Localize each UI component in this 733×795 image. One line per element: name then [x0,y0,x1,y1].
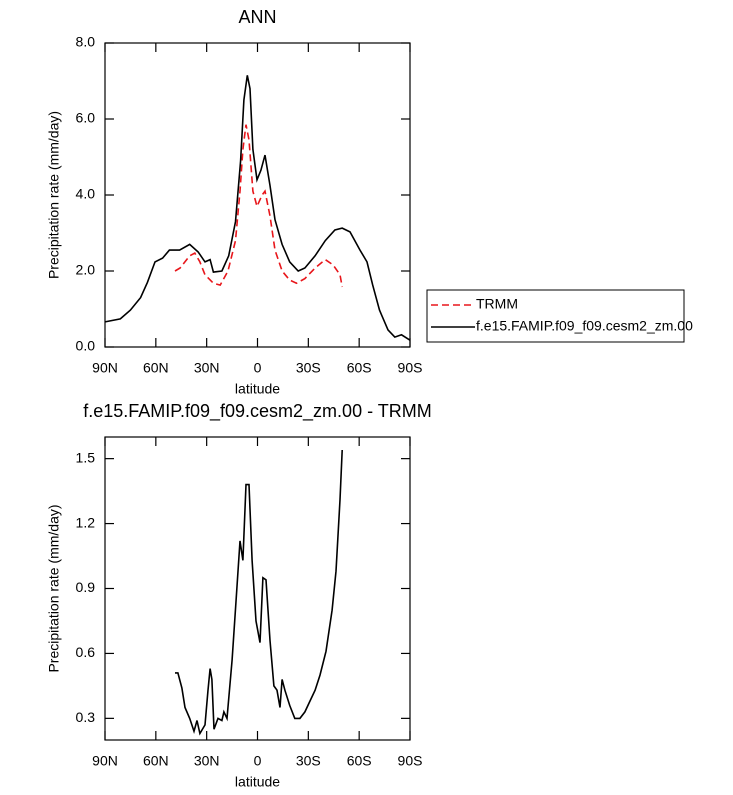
x-tick-label: 90N [92,360,118,376]
y-tick-label: 1.5 [76,449,96,465]
y-tick-label: 0.9 [76,579,96,595]
x-tick-label: 30S [296,753,321,769]
y-tick-label: 0.3 [76,709,96,725]
chart-title: f.e15.FAMIP.f09_f09.cesm2_zm.00 - TRMM [83,401,431,422]
data-line [104,75,411,341]
x-tick-label: 30N [194,753,220,769]
x-axis-label: latitude [235,774,280,790]
x-tick-label: 90S [398,753,423,769]
legend-label: TRMM [476,296,518,312]
x-tick-label: 60N [143,753,169,769]
data-line [174,124,343,288]
y-tick-label: 1.2 [76,514,96,530]
x-tick-label: 90S [398,360,423,376]
y-axis-label: Precipitation rate (mm/day) [46,111,62,279]
x-tick-label: 0 [254,360,262,376]
data-line [175,449,343,736]
x-tick-label: 60S [347,753,372,769]
x-tick-label: 30N [194,360,220,376]
plot-frame [104,42,411,348]
y-tick-label: 2.0 [76,262,96,278]
y-tick-label: 4.0 [76,186,96,202]
x-tick-label: 30S [296,360,321,376]
x-tick-label: 0 [254,753,262,769]
y-axis-label: Precipitation rate (mm/day) [46,504,62,672]
x-tick-label: 90N [92,753,118,769]
y-tick-label: 0.6 [76,644,96,660]
x-tick-label: 60N [143,360,169,376]
y-tick-label: 0.0 [76,338,96,354]
y-tick-label: 8.0 [76,34,96,50]
y-tick-label: 6.0 [76,110,96,126]
chart-title: ANN [238,7,276,27]
x-tick-label: 60S [347,360,372,376]
legend-box [426,289,685,343]
plot-frame [104,436,411,741]
x-axis-label: latitude [235,381,280,397]
legend-label: f.e15.FAMIP.f09_f09.cesm2_zm.00 [476,318,693,334]
